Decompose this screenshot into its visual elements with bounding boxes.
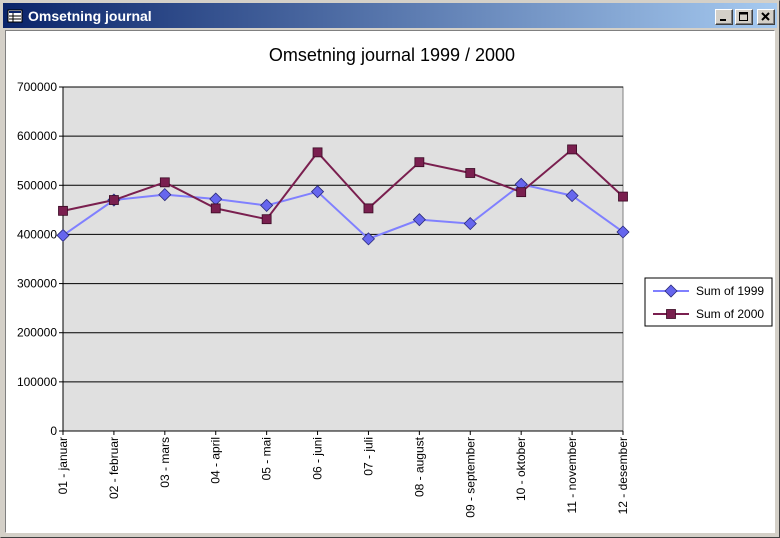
- close-icon: [761, 12, 770, 21]
- x-tick-label: 03 - mars: [158, 437, 172, 488]
- chart-title: Omsetning journal 1999 / 2000: [269, 45, 515, 65]
- window-title: Omsetning journal: [28, 7, 152, 24]
- data-point-2000: [312, 147, 323, 158]
- minimize-button[interactable]: [715, 9, 733, 25]
- x-tick-label: 10 - oktober: [514, 437, 528, 501]
- data-point-1999: [616, 225, 630, 239]
- y-tick-label: 400000: [17, 227, 57, 241]
- x-tick-label: 08 - august: [412, 436, 426, 497]
- line-chart: Omsetning journal 1999 / 2000 0 100000 200…: [17, 45, 773, 518]
- x-tick-label: 04 - april: [209, 437, 223, 484]
- data-point-1999: [56, 228, 70, 242]
- y-tick-label: 600000: [17, 129, 57, 143]
- y-tick-label: 0: [50, 424, 57, 438]
- series-markers: [56, 144, 630, 246]
- y-tick-label: 200000: [17, 326, 57, 340]
- data-point-2000: [363, 203, 374, 214]
- x-tick-label: 12 - desember: [616, 437, 630, 514]
- data-point-2000: [618, 191, 628, 202]
- title-bar[interactable]: Omsetning journal: [3, 3, 777, 28]
- x-tick-label: 09 - september: [463, 437, 477, 518]
- data-point-1999: [412, 213, 426, 227]
- legend-marker: [666, 309, 676, 319]
- x-tick-label: 06 - juni: [311, 437, 325, 480]
- x-tick-label: 01 - januar: [56, 437, 70, 494]
- plot-background: [62, 86, 624, 432]
- data-point-2000: [516, 187, 527, 198]
- y-tick-label: 500000: [17, 178, 57, 192]
- x-tick-label: 05 - mai: [260, 437, 274, 480]
- series-line-2000: [62, 148, 624, 221]
- data-point-2000: [210, 203, 221, 214]
- maximize-button[interactable]: [735, 9, 753, 25]
- legend-label: Sum of 1999: [696, 284, 764, 298]
- legend-marker: [664, 284, 678, 298]
- report-icon: [7, 9, 23, 22]
- plot-area: [62, 86, 624, 432]
- data-point-1999: [158, 188, 172, 202]
- data-point-1999: [463, 217, 477, 231]
- series-lines: [62, 148, 624, 241]
- y-tick-label: 700000: [17, 80, 57, 94]
- data-point-1999: [361, 232, 376, 246]
- data-point-2000: [567, 144, 577, 155]
- chart-area: Omsetning journal 1999 / 2000 0 100000 200…: [5, 30, 775, 533]
- data-point-2000: [465, 168, 476, 178]
- legend-label: Sum of 2000: [696, 307, 764, 321]
- close-button[interactable]: [757, 9, 775, 25]
- y-tick-label: 300000: [17, 277, 57, 291]
- data-point-2000: [58, 205, 68, 216]
- data-point-2000: [159, 177, 170, 188]
- data-point-2000: [414, 157, 425, 168]
- x-tick-label: 02 - februar: [107, 437, 121, 499]
- legend: Sum of 1999 Sum of 2000: [644, 277, 773, 327]
- axes: 0 100000 200000 300000 400000 500000 600000 700…: [17, 80, 630, 518]
- data-point-1999: [260, 198, 274, 212]
- x-tick-label: 11 - november: [565, 437, 579, 513]
- minimize-icon: [720, 19, 726, 21]
- y-tick-label: 100000: [17, 375, 57, 389]
- data-point-1999: [565, 189, 579, 203]
- data-point-2000: [261, 214, 272, 225]
- maximize-icon: [739, 12, 748, 21]
- data-point-1999: [310, 185, 325, 199]
- data-point-2000: [109, 195, 119, 205]
- x-tick-label: 07 - juli: [361, 437, 375, 476]
